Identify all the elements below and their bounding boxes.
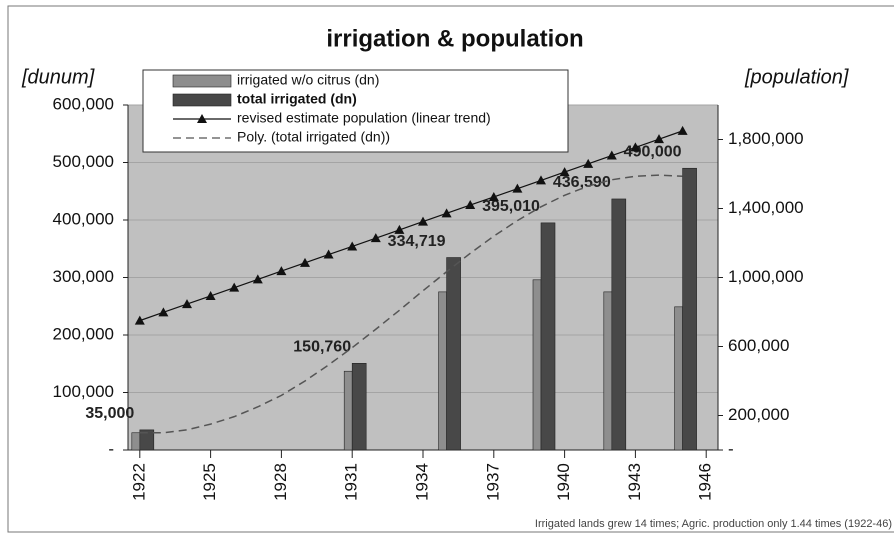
marker xyxy=(536,175,546,185)
y2-tick-label: 1,800,000 xyxy=(728,129,804,148)
marker xyxy=(394,224,405,234)
marker xyxy=(158,307,169,317)
marker xyxy=(418,216,428,226)
x-tick-label: 1946 xyxy=(696,463,715,501)
marker xyxy=(252,274,263,284)
legend-marker xyxy=(197,114,207,123)
y2-tick-label: 600,000 xyxy=(728,336,789,355)
y2-tick-label: 200,000 xyxy=(728,405,789,424)
marker xyxy=(323,249,334,259)
line xyxy=(139,130,683,322)
marker xyxy=(583,158,594,168)
bar xyxy=(682,167,697,451)
data-label: 334,719 xyxy=(388,233,446,250)
x-tick-label: 1931 xyxy=(342,463,361,501)
marker xyxy=(512,183,523,193)
bar xyxy=(446,257,461,451)
legend-label: Poly. (total irrigated (dn)) xyxy=(237,129,390,145)
marker xyxy=(370,233,381,243)
y2-tick-label: - xyxy=(728,439,734,458)
x-tick-label: 1937 xyxy=(483,463,502,501)
x-tick-label: 1922 xyxy=(129,463,148,501)
data-label: 35,000 xyxy=(85,405,134,422)
legend-label: total irrigated (dn) xyxy=(237,91,357,107)
bar xyxy=(343,370,353,451)
bar xyxy=(438,291,447,451)
legend-label: irrigated w/o citrus (dn) xyxy=(237,72,379,88)
bar xyxy=(532,279,542,451)
bar xyxy=(603,291,613,451)
marker xyxy=(229,282,240,292)
data-label: 395,010 xyxy=(482,198,540,215)
legend-swatch xyxy=(172,74,232,88)
footnote: Irrigated lands grew 14 times; Agric. pr… xyxy=(535,518,892,530)
marker xyxy=(300,257,310,267)
marker xyxy=(677,125,688,135)
legend-label: revised estimate population (linear tren… xyxy=(237,110,491,126)
y2-tick-label: 1,000,000 xyxy=(728,267,804,286)
data-label: 150,760 xyxy=(293,339,351,356)
marker xyxy=(441,208,452,218)
marker xyxy=(205,290,216,300)
bar xyxy=(139,429,155,451)
x-tick-label: 1928 xyxy=(271,463,290,501)
marker xyxy=(276,266,287,276)
y-tick-label: 200,000 xyxy=(53,324,114,343)
y-axis-title: [dunum] xyxy=(21,66,95,88)
line xyxy=(139,174,683,434)
marker xyxy=(606,150,617,160)
x-tick-label: 1940 xyxy=(554,463,573,501)
y-tick-label: 100,000 xyxy=(53,382,114,401)
y-tick-label: 300,000 xyxy=(53,267,114,286)
marker xyxy=(559,167,570,177)
x-tick-label: 1943 xyxy=(625,463,644,501)
legend-swatch xyxy=(172,93,232,107)
marker xyxy=(134,315,145,325)
y2-axis-title: [population] xyxy=(744,66,849,88)
x-tick-label: 1925 xyxy=(200,463,219,501)
marker xyxy=(347,241,358,251)
bar xyxy=(674,306,683,451)
bar xyxy=(351,363,367,451)
bar xyxy=(611,198,627,451)
y-tick-label: 500,000 xyxy=(53,152,114,171)
y2-tick-label: 1,400,000 xyxy=(728,198,804,217)
y-tick-label: 600,000 xyxy=(53,94,114,113)
chart-title: irrigation & population xyxy=(326,25,583,52)
y-tick-label: 400,000 xyxy=(53,209,114,228)
marker xyxy=(465,200,476,210)
marker xyxy=(488,191,499,201)
marker xyxy=(654,134,664,144)
y-tick-label: - xyxy=(108,439,114,458)
data-label: 490,000 xyxy=(624,143,682,160)
marker xyxy=(630,142,641,152)
bar xyxy=(540,222,556,451)
data-label: 436,590 xyxy=(553,174,611,191)
x-tick-label: 1934 xyxy=(412,463,431,501)
bar xyxy=(131,432,141,451)
marker xyxy=(182,299,192,309)
